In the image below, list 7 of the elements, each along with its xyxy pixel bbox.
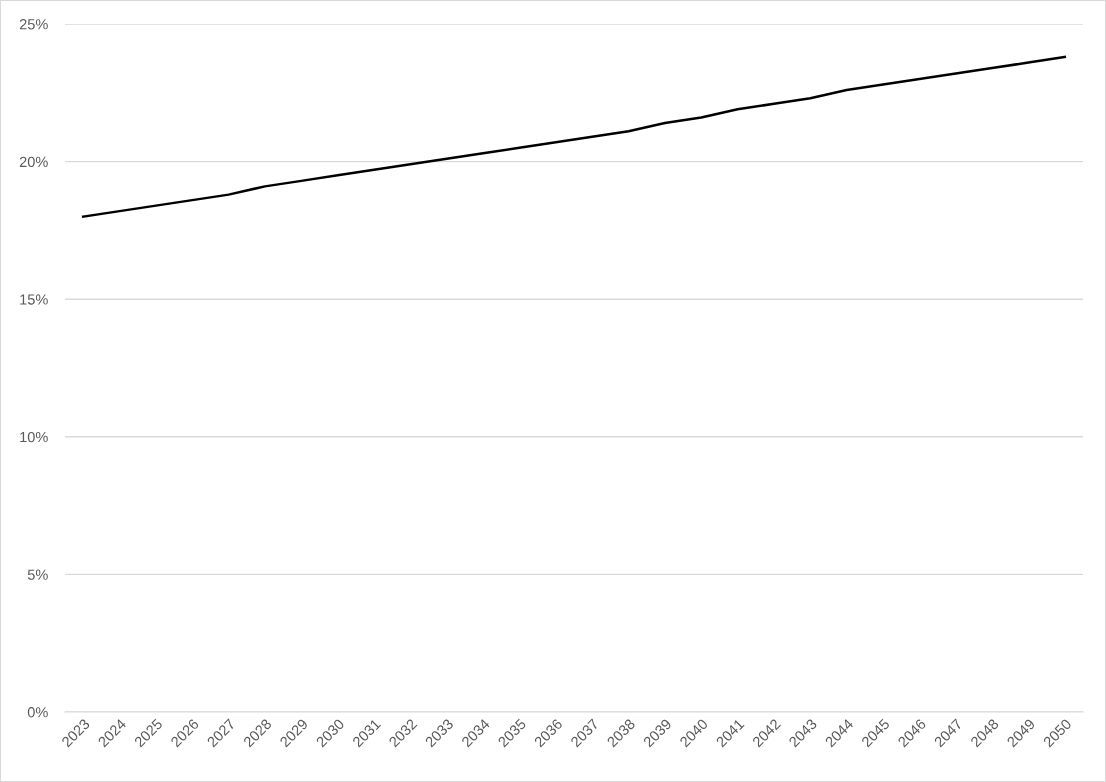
y-tick-label: 0% <box>27 707 48 718</box>
line-series <box>81 55 1067 218</box>
y-tick-label: 10% <box>20 431 48 443</box>
y-tick-label: 25% <box>19 19 48 30</box>
y-tick-label: 20% <box>19 156 48 168</box>
y-tick-label: 5% <box>27 569 48 580</box>
y-tick-label: 15% <box>20 294 48 305</box>
